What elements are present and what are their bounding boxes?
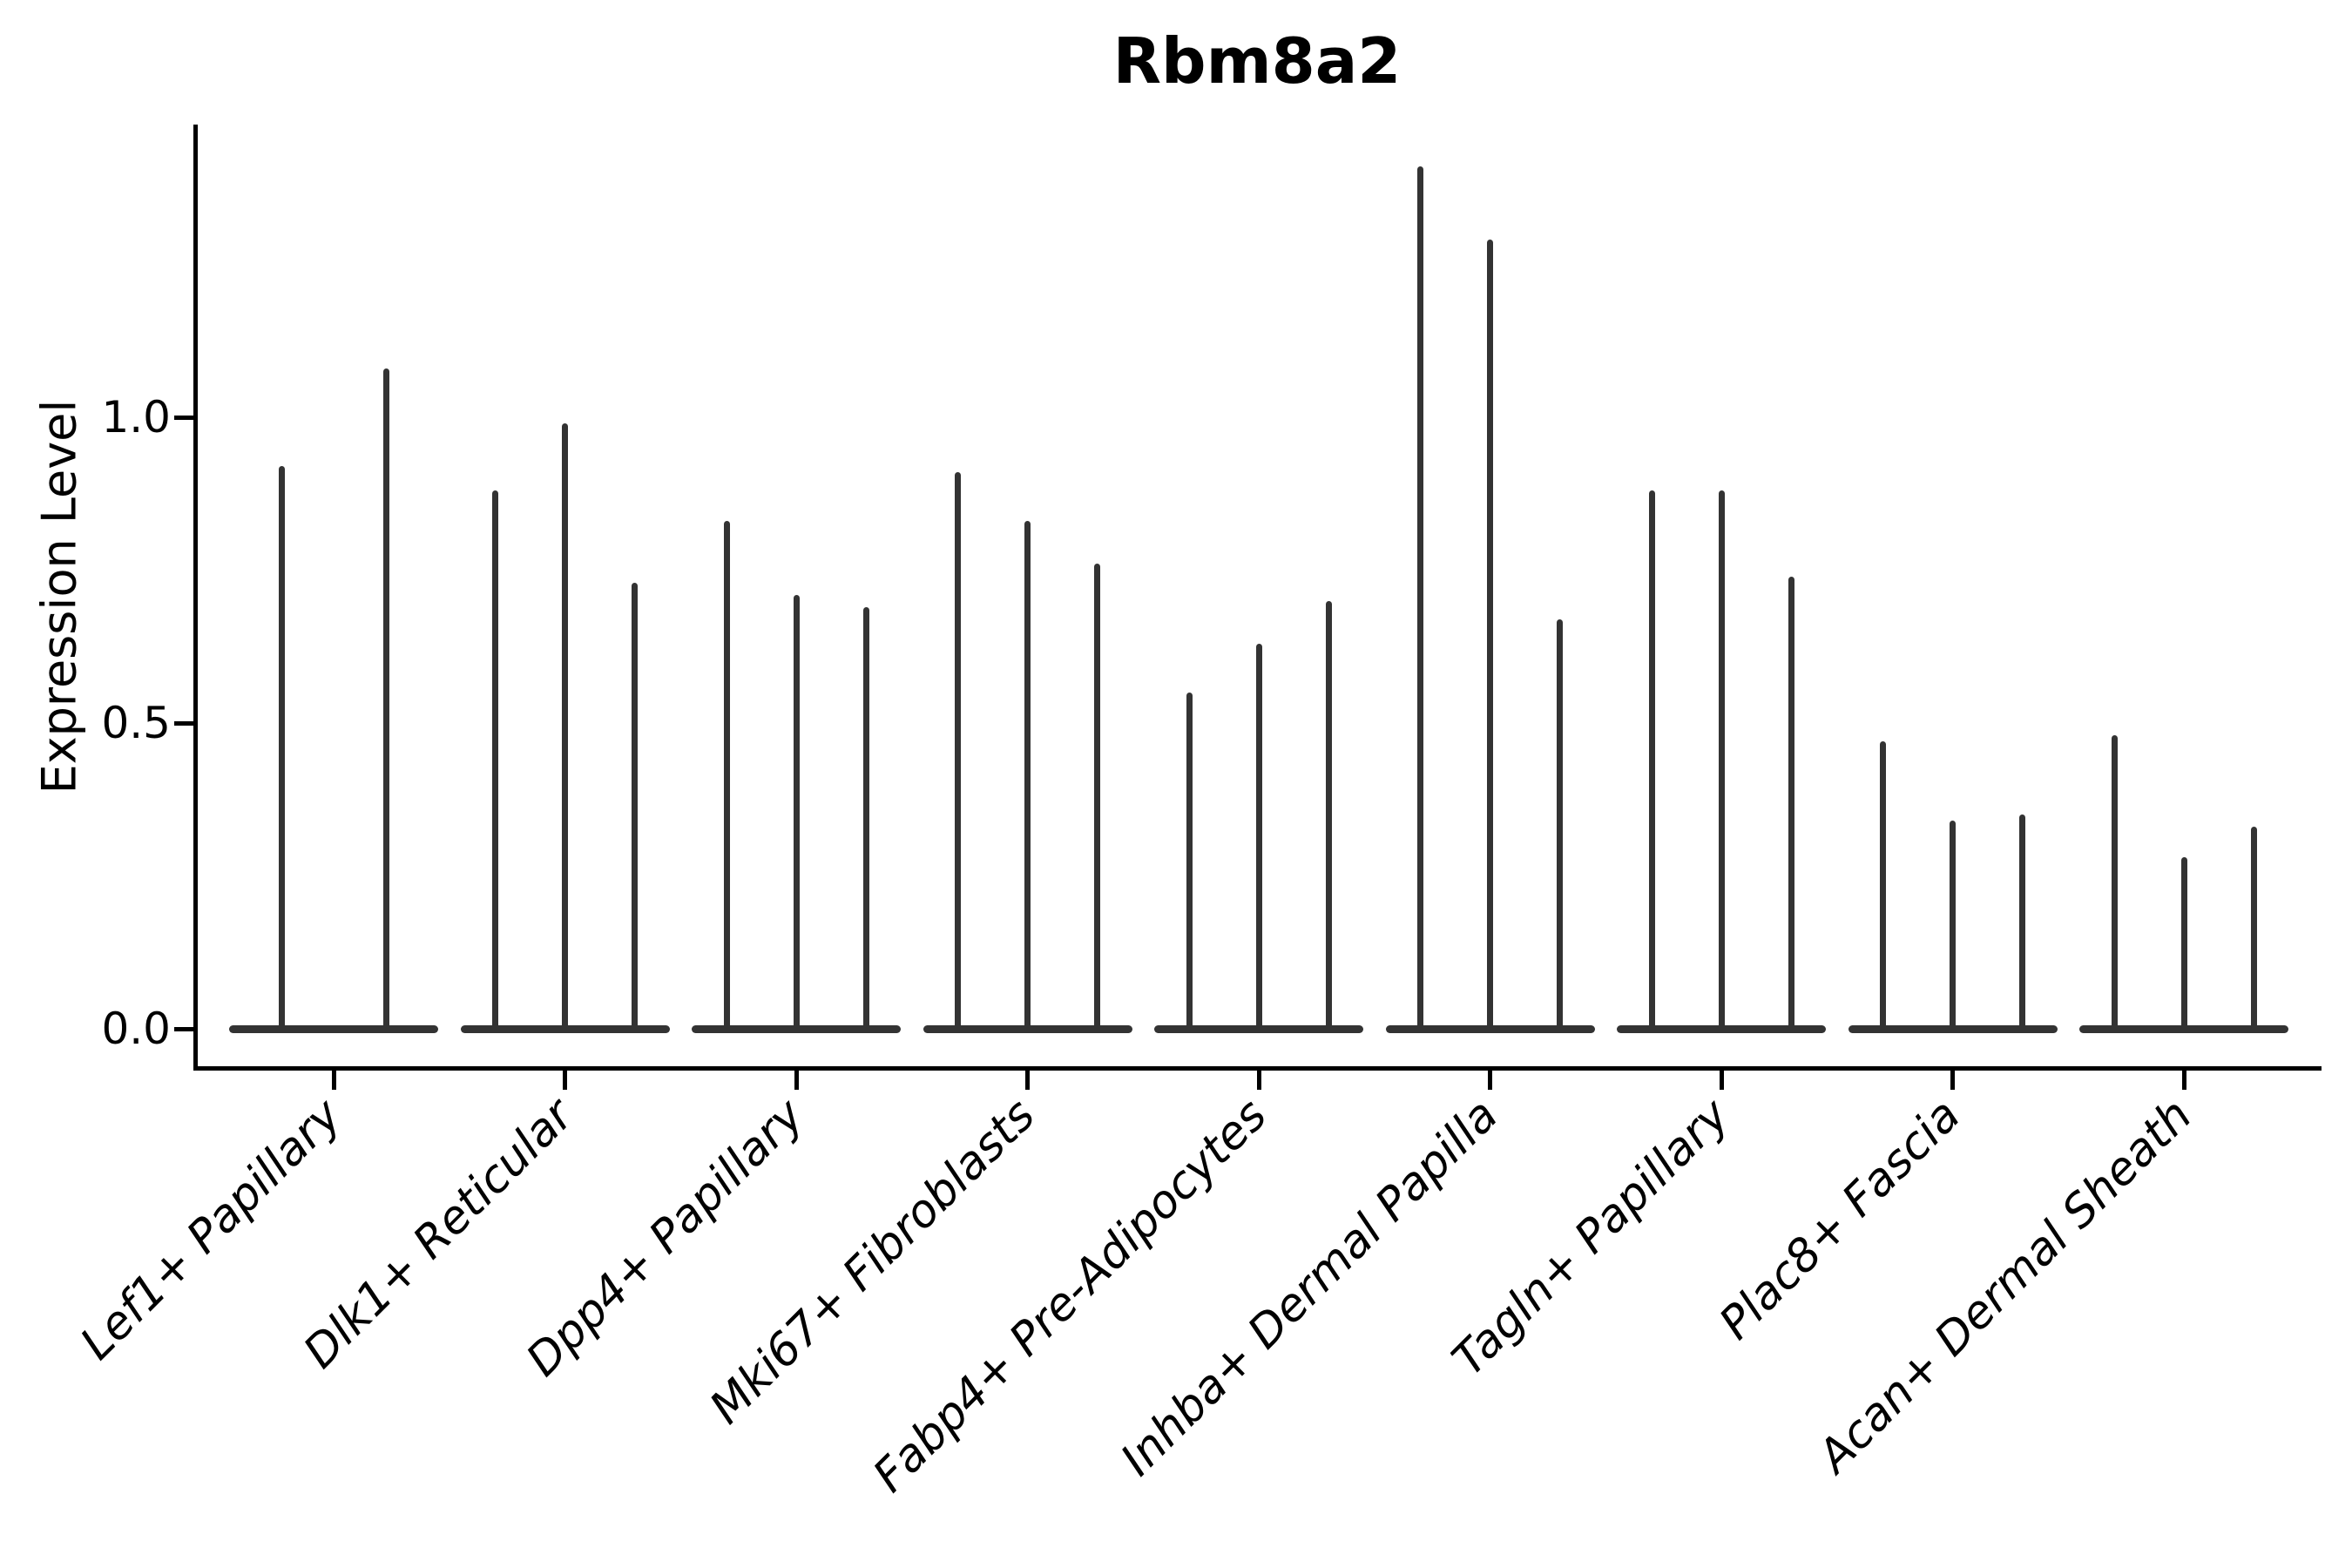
violin-base	[229, 1025, 438, 1033]
violin-spike	[1024, 521, 1031, 1032]
violin-spike	[2180, 857, 2187, 1032]
y-tick-mark	[174, 1026, 193, 1031]
x-tick-label: Inhba+ Dermal Papilla	[1111, 1089, 1509, 1487]
violin-spike	[632, 582, 638, 1032]
violin-spike	[955, 472, 961, 1032]
violin-spike	[1880, 741, 1886, 1032]
violin-spike	[2250, 827, 2257, 1032]
violin-spike	[1094, 564, 1100, 1032]
violin-spike	[1186, 692, 1193, 1032]
violin-spike	[1788, 576, 1794, 1032]
x-tick-label: Fabp4+ Pre-Adipocytes	[863, 1089, 1277, 1503]
violin-spike	[723, 521, 730, 1032]
violin-spike	[1950, 821, 1956, 1032]
x-axis-line	[193, 1066, 2322, 1071]
y-tick-label: 0.5	[101, 698, 171, 748]
violin-spike	[793, 594, 800, 1032]
x-tick-mark	[331, 1071, 336, 1090]
x-tick-mark	[794, 1071, 799, 1090]
violin-spike	[1557, 618, 1563, 1032]
x-tick-mark	[1719, 1071, 1724, 1090]
violin-spike	[492, 490, 498, 1032]
violin-spike	[562, 423, 568, 1032]
x-tick-mark	[2181, 1071, 2186, 1090]
x-tick-mark	[1488, 1071, 1492, 1090]
y-tick-mark	[174, 720, 193, 726]
violin-spike	[278, 466, 285, 1032]
violin-spike	[1648, 490, 1655, 1032]
violin-spike	[862, 606, 869, 1032]
violin-spike	[1487, 240, 1493, 1032]
y-tick-label: 0.0	[101, 1004, 171, 1054]
violin-spike	[1718, 490, 1725, 1032]
violin-spike	[2019, 814, 2025, 1032]
x-tick-mark	[1025, 1071, 1030, 1090]
plot-title: Rbm8a2	[1112, 24, 1402, 98]
violin-spike	[1255, 643, 1262, 1032]
violin-spike	[1417, 166, 1423, 1032]
violin-spike	[2111, 735, 2118, 1032]
x-tick-mark	[1256, 1071, 1261, 1090]
violin-spike	[1325, 600, 1332, 1032]
x-tick-label: Acan+ Dermal Sheath	[1808, 1089, 2202, 1484]
x-tick-label: Plac8+ Fascia	[1709, 1089, 1971, 1350]
x-tick-mark	[563, 1071, 567, 1090]
y-axis-line	[193, 125, 198, 1071]
violin-spike	[382, 368, 389, 1032]
y-tick-label: 1.0	[101, 392, 171, 443]
x-tick-mark	[1950, 1071, 1955, 1090]
y-tick-mark	[174, 415, 193, 420]
